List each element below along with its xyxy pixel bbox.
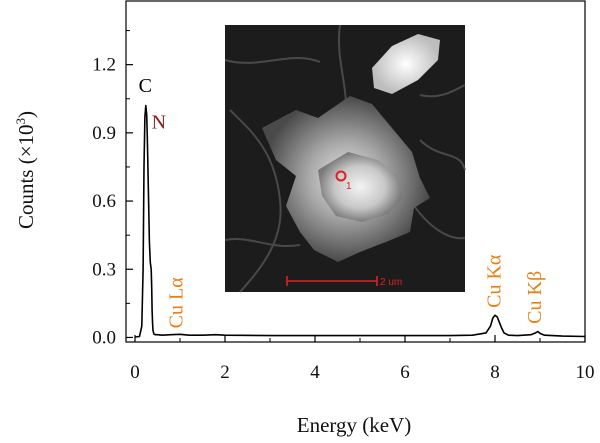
y-axis-title: Counts (×103) (13, 111, 38, 229)
inset-scale-bar (286, 276, 378, 286)
y-axis-ticks: 0.0 0.3 0.6 0.9 1.2 (92, 30, 133, 348)
peak-annotation: Cu Kβ (524, 271, 546, 324)
y-tick-label: 0.6 (92, 191, 116, 212)
inset-flake-top (372, 34, 440, 94)
y-tick-label: 0.0 (92, 327, 116, 348)
peak-annotation: C (139, 75, 152, 97)
x-tick-label: 2 (220, 362, 230, 383)
peak-annotation: Cu Lα (165, 277, 187, 329)
x-tick-label: 6 (400, 362, 410, 383)
peak-annotation: Cu Kα (483, 254, 505, 308)
inset-point-label: 1 (346, 181, 352, 192)
inset-micrograph: 1 2 um (224, 24, 466, 293)
peak-annotation: N (152, 111, 166, 133)
x-tick-label: 8 (490, 362, 500, 383)
x-tick-label: 4 (310, 362, 320, 383)
y-tick-label: 0.3 (92, 259, 116, 280)
inset-flake-bright (318, 152, 402, 222)
y-tick-label: 0.9 (92, 123, 116, 144)
series-layer (134, 104, 586, 338)
spectrum-line (134, 104, 586, 338)
y-axis-title-sup: 3 (13, 118, 28, 125)
annotation-layer: CN Cu Lα Cu Kα Cu Kβ (139, 75, 546, 328)
x-tick-label: 0 (130, 362, 140, 383)
inset-scale-label: 2 um (380, 277, 402, 288)
y-axis-title-main: Counts (×10 (14, 124, 38, 229)
x-axis-title: Energy (keV) (297, 413, 412, 437)
plot-frame (125, 0, 586, 343)
inset-point-marker (335, 170, 347, 182)
y-tick-label: 1.2 (92, 55, 116, 76)
x-tick-label: 10 (576, 362, 595, 383)
inset-membrane-texture (224, 24, 466, 293)
y-axis-title-end: ) (14, 111, 38, 118)
